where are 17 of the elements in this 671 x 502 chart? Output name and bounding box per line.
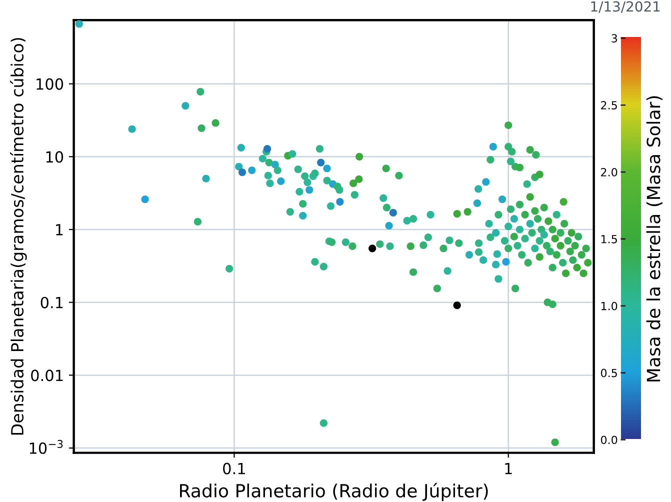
y-tick-label: 10 xyxy=(46,151,64,163)
color-bar-label: 2.5 xyxy=(601,101,617,110)
color-bar-title: Masa de la estrella (Masa Solar) xyxy=(646,96,662,382)
color-bar-label: 1.0 xyxy=(601,302,618,310)
y-tick-label: 10$^{−3}$ xyxy=(30,440,63,454)
y-tick-label: 0.01 xyxy=(31,370,63,382)
text: 1/13/2021 xyxy=(591,1,660,13)
y-axis-title: Densidad Planetaria(gramos/centímetro cúbico) xyxy=(10,38,27,435)
color-bar-label: 0.5 xyxy=(600,368,617,378)
y-tick-label: 100 xyxy=(36,78,64,90)
y-tick-label: 1 xyxy=(56,224,63,236)
color-bar-label: 3 xyxy=(612,34,618,43)
color-bar-label: 1.5 xyxy=(601,235,617,244)
y-tick-label: 0.1 xyxy=(40,296,63,308)
color-bar-label: 0.0 xyxy=(600,436,618,444)
x-axis-title: Radio Planetario (Radio de Júpiter) xyxy=(180,482,488,502)
color-bar-label: 2.0 xyxy=(601,168,618,176)
